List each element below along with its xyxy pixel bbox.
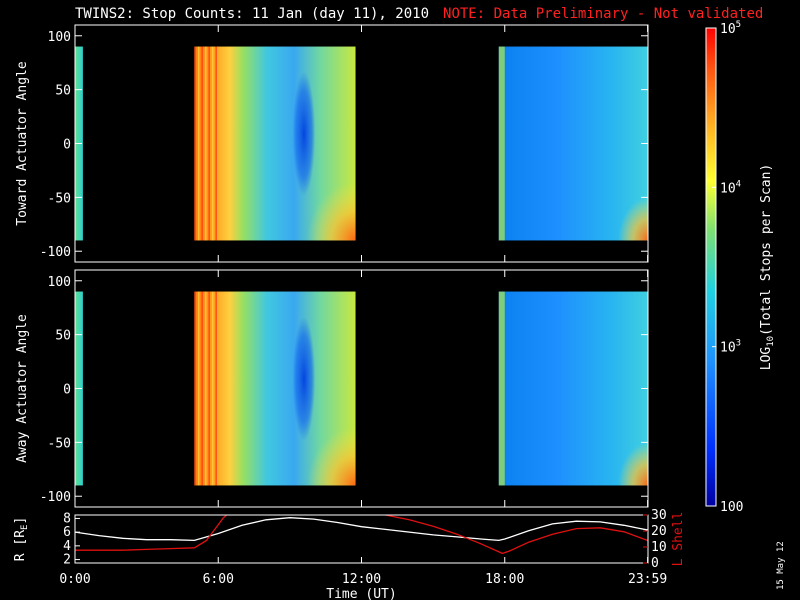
colorbar-tick-exp: 3 <box>736 339 741 349</box>
orbit-ylabel-end: ] <box>13 517 28 525</box>
orbit-y-axis-title: R [RE] <box>13 517 30 562</box>
colorbar-tick-base: 10 <box>720 181 736 196</box>
lshell-axis-title: L Shell <box>671 512 686 567</box>
away-ytick-label: 100 <box>48 275 71 290</box>
toward-ytick-label: -50 <box>48 191 71 206</box>
lshell-ytick-label: 30 <box>651 508 667 523</box>
away-streak <box>211 291 214 486</box>
toward-streak <box>201 46 203 241</box>
orbit-ytick-label: 6 <box>63 525 71 540</box>
toward-high-count-corner <box>618 197 648 241</box>
toward-high-count-corner <box>307 182 356 241</box>
colorbar-title-prefix: LOG <box>759 347 774 371</box>
away-streak <box>201 291 203 486</box>
colorbar-title-rest: (Total Stops per Scan) <box>759 164 774 336</box>
orbit-ytick-label: 4 <box>63 539 71 554</box>
away-streak <box>197 291 200 486</box>
xtick-label: 12:00 <box>342 572 381 587</box>
orbit-ylabel-sub: E <box>20 525 30 530</box>
away-ytick-label: 0 <box>63 383 71 398</box>
xtick-label: 6:00 <box>203 572 234 587</box>
colorbar-gradient <box>705 27 717 507</box>
orbit-ytick-label: 2 <box>63 553 71 568</box>
away-edge-band <box>498 291 505 486</box>
toward-ytick-label: -100 <box>40 245 71 260</box>
orbit-ylabel-main: R [R <box>13 530 28 561</box>
l-shell-line <box>75 515 648 555</box>
toward-streak <box>211 46 214 241</box>
xtick-label: 0:00 <box>59 572 90 587</box>
toward-streak <box>197 46 200 241</box>
toward-ytick-label: 0 <box>63 138 71 153</box>
away-high-count-corner <box>307 427 356 486</box>
x-axis-title: Time (UT) <box>326 587 396 600</box>
colorbar-tick-exp: 5 <box>736 20 741 30</box>
toward-ytick-label: 100 <box>48 30 71 45</box>
away-streak <box>194 291 196 486</box>
xtick-label: 23:59 <box>628 572 667 587</box>
lshell-ytick-label: 10 <box>651 540 667 555</box>
away-ytick-label: -100 <box>40 490 71 505</box>
toward-streak <box>194 46 196 241</box>
colorbar-title: LOG10(Total Stops per Scan) <box>759 164 776 371</box>
colorbar-tick-base: 100 <box>720 500 743 515</box>
lshell-ytick-label: 20 <box>651 524 667 539</box>
away-y-axis-title: Away Actuator Angle <box>15 314 30 463</box>
colorbar-tick-label: 103 <box>720 339 741 356</box>
toward-streak <box>215 46 217 241</box>
preliminary-note: NOTE: Data Preliminary - Not validated <box>443 6 764 22</box>
colorbar-tick-label: 100 <box>720 500 743 515</box>
colorbar-tick-exp: 4 <box>736 179 741 189</box>
r-distance-line <box>75 517 648 542</box>
chart-title: TWINS2: Stop Counts: 11 Jan (day 11), 20… <box>75 6 763 22</box>
toward-low-count-region <box>292 71 316 196</box>
xtick-label: 18:00 <box>485 572 524 587</box>
toward-y-axis-title: Toward Actuator Angle <box>15 61 30 226</box>
toward-ytick-label: 50 <box>55 84 71 99</box>
colorbar-tick-base: 10 <box>720 341 736 356</box>
away-high-count-corner <box>618 442 648 486</box>
away-ytick-label: -50 <box>48 436 71 451</box>
lshell-ytick-label: 0 <box>651 556 659 571</box>
away-streak <box>215 291 217 486</box>
colorbar-tick-label: 104 <box>720 179 741 196</box>
away-ytick-label: 50 <box>55 329 71 344</box>
title-text: TWINS2: Stop Counts: 11 Jan (day 11), 20… <box>75 6 430 22</box>
toward-streak <box>204 46 207 241</box>
away-streak <box>204 291 207 486</box>
away-streak <box>208 291 210 486</box>
toward-streak <box>208 46 210 241</box>
colorbar-title-sub: 10 <box>766 336 776 347</box>
orbit-ytick-label: 8 <box>63 511 71 526</box>
colorbar-tick-base: 10 <box>720 22 736 37</box>
away-low-count-region <box>292 316 316 441</box>
colorbar-tick-label: 105 <box>720 20 741 37</box>
toward-edge-band <box>498 46 505 241</box>
